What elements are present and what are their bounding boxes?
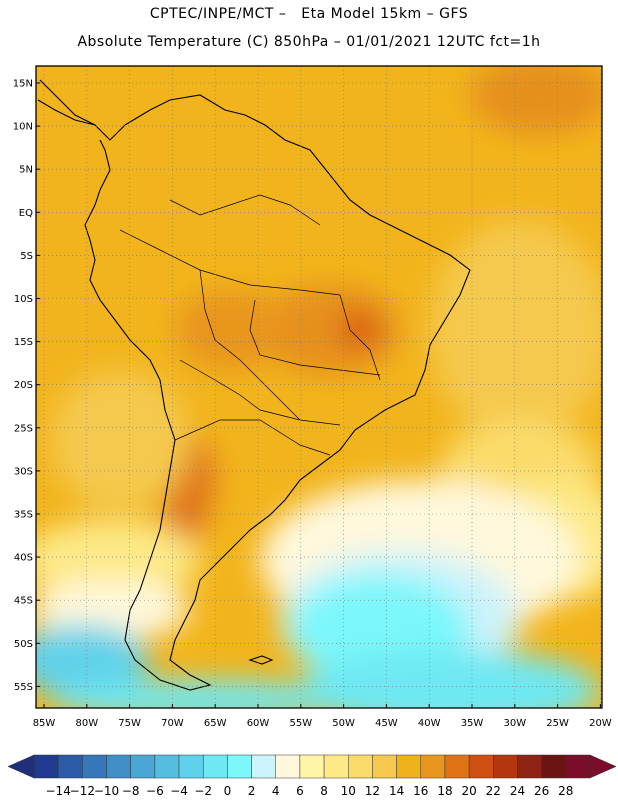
colorbar-swatch (299, 754, 325, 779)
longitude-tick-label: 50W (332, 718, 355, 729)
colorbar-label: −10 (94, 784, 119, 798)
colorbar (7, 754, 617, 779)
latitude-tick-label: 40S (14, 553, 33, 564)
longitude-tick-label: 35W (461, 718, 484, 729)
colorbar-swatch (130, 754, 156, 779)
colorbar-label: 28 (558, 784, 573, 798)
colorbar-label: 4 (272, 784, 280, 798)
colorbar-label: 24 (510, 784, 525, 798)
longitude-tick-label: 20W (589, 718, 612, 729)
colorbar-label: 26 (534, 784, 549, 798)
colorbar-label: 16 (413, 784, 428, 798)
colorbar-label: 8 (320, 784, 328, 798)
latitude-tick-label: 50S (14, 639, 33, 650)
longitude-tick-label: 80W (75, 718, 98, 729)
colorbar-swatch (517, 754, 542, 779)
colorbar-label: −14 (46, 784, 71, 798)
colorbar-swatch (106, 754, 131, 779)
colorbar-swatch (202, 754, 228, 779)
temperature-field (36, 66, 602, 708)
colorbar-swatch (348, 754, 373, 779)
longitude-tick-label: 65W (204, 718, 227, 729)
colorbar-swatch (420, 754, 446, 779)
map-title: CPTEC/INPE/MCT – Eta Model 15km – GFS (149, 6, 469, 22)
colorbar-swatch (275, 754, 301, 779)
colorbar-swatch (57, 754, 83, 779)
map-subtitle: Absolute Temperature (C) 850hPa – 01/01/… (77, 34, 541, 50)
longitude-tick-label: 85W (33, 718, 56, 729)
colorbar-swatch (154, 754, 180, 779)
colorbar-label: −4 (170, 784, 188, 798)
latitude-tick-label: 20S (14, 380, 33, 391)
longitude-tick-label: 75W (118, 718, 141, 729)
colorbar-min-arrow (7, 754, 35, 779)
longitude-tick-label: 60W (247, 718, 270, 729)
latitude-tick-label: EQ (19, 208, 33, 219)
colorbar-swatch (82, 754, 107, 779)
colorbar-swatch (396, 754, 422, 779)
latitude-tick-label: 55S (14, 682, 33, 693)
colorbar-label: 18 (437, 784, 452, 798)
colorbar-swatch (565, 754, 591, 779)
latitude-tick-label: 30S (14, 466, 33, 477)
longitude-tick-label: 45W (375, 718, 398, 729)
colorbar-max-arrow (589, 754, 617, 779)
colorbar-swatch (33, 754, 59, 779)
colorbar-label: 20 (461, 784, 476, 798)
field-warm-bolivia (175, 290, 285, 370)
colorbar-swatch (541, 754, 567, 779)
field-warm-atlantic (470, 66, 602, 135)
colorbar-swatch (251, 754, 276, 779)
latitude-tick-label: 10S (14, 294, 33, 305)
latitude-tick-label: 10N (13, 122, 33, 133)
latitude-tick-label: 15S (14, 337, 33, 348)
colorbar-label: 10 (341, 784, 356, 798)
longitude-tick-label: 40W (418, 718, 441, 729)
longitude-labels: 85W 80W 75W 70W 65W 60W 55W 50W 45W 40W 35W 30W 25W 2… (33, 704, 612, 729)
field-cool-atlantic (430, 220, 602, 440)
longitude-tick-label: 25W (546, 718, 569, 729)
colorbar-swatch (372, 754, 397, 779)
latitude-tick-label: 15N (13, 79, 33, 90)
colorbar-labels: −14−12−10 −8 −6 −4 −2 0 2 4 6 8 10 12 14 16 18 20 22 24 26… (46, 784, 574, 798)
colorbar-label: −6 (146, 784, 164, 798)
colorbar-swatch (227, 754, 252, 779)
colorbar-swatch (323, 754, 349, 779)
colorbar-label: −8 (122, 784, 140, 798)
colorbar-swatch (468, 754, 494, 779)
latitude-labels: 15N 10N 5N EQ 5S 10S 15S 20S 25S 30S 35S 40S 45S 50S 5… (13, 79, 40, 693)
colorbar-label: 22 (486, 784, 501, 798)
latitude-tick-label: 45S (14, 596, 33, 607)
colorbar-swatch (444, 754, 470, 779)
central-america-outline (37, 99, 96, 126)
longitude-tick-label: 55W (289, 718, 312, 729)
colorbar-label: −2 (194, 784, 212, 798)
colorbar-swatch (178, 754, 204, 779)
latitude-tick-label: 25S (14, 423, 33, 434)
colorbar-label: 12 (365, 784, 380, 798)
colorbar-swatch (493, 754, 518, 779)
colorbar-label: 0 (224, 784, 232, 798)
field-warm-central-brazil (260, 285, 400, 375)
colorbar-label: 14 (389, 784, 404, 798)
latitude-tick-label: 35S (14, 510, 33, 521)
field-cool-pacific (50, 370, 190, 510)
south-america-outline (39, 79, 471, 691)
colorbar-label: 2 (248, 784, 256, 798)
country-borders (119, 194, 381, 456)
map-frame (35, 65, 603, 709)
longitude-tick-label: 30W (503, 718, 526, 729)
colorbar-label: −12 (70, 784, 95, 798)
latitude-tick-label: 5N (19, 165, 33, 176)
latitude-tick-label: 5S (20, 251, 33, 262)
longitude-tick-label: 70W (161, 718, 184, 729)
colorbar-label: 6 (296, 784, 304, 798)
